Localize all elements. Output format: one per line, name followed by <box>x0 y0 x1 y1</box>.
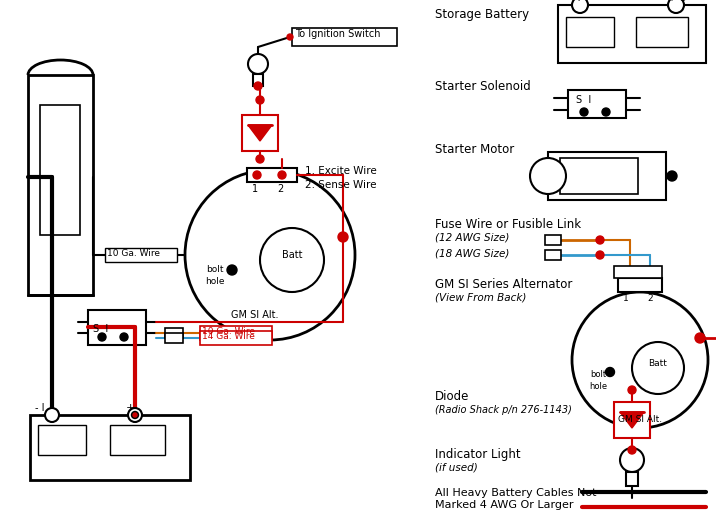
Text: 2: 2 <box>647 294 653 303</box>
Bar <box>614 266 662 278</box>
Text: 10 Ga. Wire: 10 Ga. Wire <box>107 249 160 258</box>
Circle shape <box>628 386 636 394</box>
Polygon shape <box>620 412 644 428</box>
Bar <box>292 28 397 46</box>
Text: GM SI Alt.: GM SI Alt. <box>618 415 662 424</box>
Circle shape <box>632 342 684 394</box>
Text: hole: hole <box>589 382 607 391</box>
Text: 1. Excite Wire: 1. Excite Wire <box>305 166 377 176</box>
Circle shape <box>256 96 264 104</box>
Circle shape <box>248 54 268 74</box>
Circle shape <box>580 108 588 116</box>
Circle shape <box>602 108 610 116</box>
Bar <box>200 331 272 345</box>
Text: (18 AWG Size): (18 AWG Size) <box>435 248 509 258</box>
Circle shape <box>133 413 137 417</box>
Circle shape <box>572 292 708 428</box>
Bar <box>568 90 626 118</box>
Text: Batt: Batt <box>649 359 667 369</box>
Circle shape <box>256 155 264 163</box>
Text: All Heavy Battery Cables Not: All Heavy Battery Cables Not <box>435 488 596 498</box>
Bar <box>30 415 190 480</box>
Circle shape <box>120 333 128 341</box>
Text: hole: hole <box>205 277 225 286</box>
Bar <box>105 248 177 262</box>
Circle shape <box>572 0 588 13</box>
Text: To Ignition Switch: To Ignition Switch <box>295 29 380 39</box>
Circle shape <box>338 232 348 242</box>
Circle shape <box>278 171 286 179</box>
Text: - I: - I <box>35 403 44 413</box>
Bar <box>558 5 706 63</box>
Text: GM SI Alt.: GM SI Alt. <box>231 310 279 320</box>
Text: Fuse Wire or Fusible Link: Fuse Wire or Fusible Link <box>435 218 581 231</box>
Bar <box>253 74 263 86</box>
Text: bolt: bolt <box>206 265 223 274</box>
Bar <box>38 425 86 455</box>
Circle shape <box>260 228 324 292</box>
Circle shape <box>668 0 684 13</box>
Bar <box>110 425 165 455</box>
Bar <box>548 152 666 200</box>
Bar <box>545 235 561 245</box>
Text: 14 Ga. Wire: 14 Ga. Wire <box>202 332 255 341</box>
Text: 10 Ga. Wire: 10 Ga. Wire <box>202 327 255 336</box>
Circle shape <box>695 333 705 343</box>
Text: - I: - I <box>571 0 581 3</box>
Bar <box>560 158 638 194</box>
Circle shape <box>596 236 604 244</box>
Text: (12 AWG Size): (12 AWG Size) <box>435 233 509 243</box>
Circle shape <box>287 34 293 40</box>
Bar <box>200 326 272 340</box>
Bar <box>618 278 662 292</box>
Circle shape <box>45 408 59 422</box>
Circle shape <box>620 448 644 472</box>
Bar <box>165 333 183 343</box>
Bar <box>165 328 183 338</box>
Circle shape <box>606 368 614 376</box>
Polygon shape <box>248 125 272 141</box>
Circle shape <box>227 265 237 275</box>
Text: (if used): (if used) <box>435 463 478 473</box>
Bar <box>566 17 614 47</box>
Circle shape <box>628 446 636 454</box>
Text: Starter Motor: Starter Motor <box>435 143 514 156</box>
Text: +: + <box>126 403 139 413</box>
Circle shape <box>132 412 138 418</box>
Circle shape <box>98 333 106 341</box>
Bar <box>247 168 297 182</box>
Text: (View From Back): (View From Back) <box>435 293 526 303</box>
Bar <box>636 17 688 47</box>
Circle shape <box>128 408 142 422</box>
Text: 2. Sense Wire: 2. Sense Wire <box>305 180 377 190</box>
Circle shape <box>667 171 677 181</box>
Bar <box>28 75 93 295</box>
Bar <box>626 472 638 486</box>
Bar <box>40 105 80 235</box>
Circle shape <box>185 170 355 340</box>
Text: + O: + O <box>668 0 687 3</box>
Bar <box>614 402 650 438</box>
Circle shape <box>253 171 261 179</box>
Text: (Radio Shack p/n 276-1143): (Radio Shack p/n 276-1143) <box>435 405 572 415</box>
Text: Indicator Light: Indicator Light <box>435 448 521 461</box>
Text: Diode: Diode <box>435 390 470 403</box>
Bar <box>242 115 278 151</box>
Text: bolt: bolt <box>590 370 606 379</box>
Text: Batt: Batt <box>282 250 302 260</box>
Text: Storage Battery: Storage Battery <box>435 8 529 21</box>
Bar <box>88 310 146 345</box>
Circle shape <box>530 158 566 194</box>
Text: 2: 2 <box>277 184 283 194</box>
Text: S  I: S I <box>93 324 108 333</box>
Text: GM SI Series Alternator: GM SI Series Alternator <box>435 278 572 291</box>
Circle shape <box>596 251 604 259</box>
Bar <box>545 250 561 260</box>
Text: Starter Solenoid: Starter Solenoid <box>435 80 531 93</box>
Text: Marked 4 AWG Or Larger: Marked 4 AWG Or Larger <box>435 500 574 510</box>
Circle shape <box>254 82 262 90</box>
Text: S  I: S I <box>576 95 591 105</box>
Text: 1: 1 <box>623 294 629 303</box>
Text: 1: 1 <box>252 184 258 194</box>
